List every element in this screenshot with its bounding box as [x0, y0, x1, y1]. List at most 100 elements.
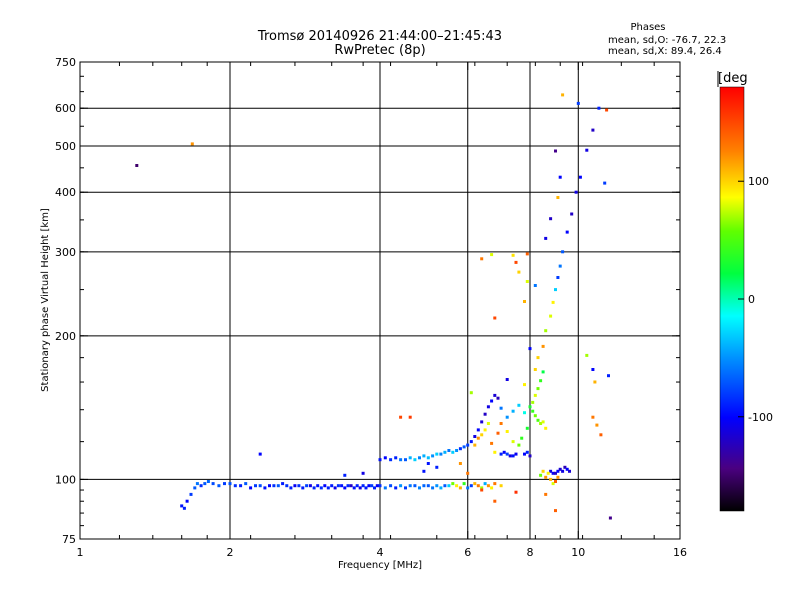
data-point — [426, 484, 430, 488]
data-point — [595, 423, 599, 427]
data-point — [458, 486, 462, 490]
colorbar-ticks: 100 0 -100 — [738, 175, 773, 424]
data-point — [505, 378, 509, 381]
data-point — [476, 428, 480, 432]
x-tick-label: 16 — [673, 546, 687, 559]
data-point — [476, 484, 480, 488]
y-tick-label: 200 — [55, 330, 76, 343]
data-point — [480, 486, 484, 490]
data-point — [556, 196, 560, 199]
data-point — [531, 409, 535, 413]
data-point — [422, 469, 426, 473]
data-point — [551, 300, 555, 304]
data-point — [549, 314, 553, 318]
data-point — [135, 164, 139, 167]
data-point — [378, 484, 382, 488]
data-point — [493, 482, 497, 486]
data-point — [455, 449, 459, 452]
data-point — [551, 482, 555, 486]
data-point — [511, 253, 515, 257]
data-point — [486, 422, 490, 425]
data-point — [336, 484, 340, 488]
stats-heading: Phases — [630, 22, 665, 33]
data-point — [525, 252, 529, 256]
data-point — [203, 482, 207, 486]
data-point — [576, 101, 580, 105]
data-point — [486, 405, 490, 409]
data-point — [499, 484, 503, 488]
data-point — [549, 477, 553, 481]
data-point — [195, 482, 199, 486]
data-point — [565, 467, 569, 471]
data-point — [556, 475, 560, 479]
data-point — [558, 264, 562, 268]
data-point — [185, 499, 189, 503]
data-point — [355, 484, 359, 488]
data-point — [480, 420, 484, 424]
data-point — [469, 440, 473, 444]
data-point — [358, 486, 362, 490]
data-point — [536, 418, 540, 422]
x-tick-label: 4 — [377, 546, 384, 559]
data-point — [585, 148, 589, 152]
data-point — [558, 175, 562, 179]
data-point — [370, 484, 374, 488]
data-point — [544, 329, 548, 333]
y-tick-label: 500 — [55, 140, 76, 153]
data-point — [585, 353, 589, 357]
data-point — [505, 430, 509, 433]
data-point — [297, 484, 301, 488]
x-tick-label: 8 — [527, 546, 534, 559]
data-point — [217, 484, 221, 488]
data-point — [536, 387, 540, 391]
y-tick-label: 750 — [55, 56, 76, 69]
data-point — [499, 422, 503, 425]
data-point — [608, 516, 612, 520]
colorbar-tick-label: 100 — [748, 175, 769, 188]
data-point — [480, 257, 484, 261]
data-point — [473, 443, 477, 447]
data-point — [182, 506, 186, 510]
colorbar-label: [deg — [718, 71, 748, 86]
data-point — [426, 462, 430, 465]
data-point — [206, 480, 210, 483]
data-point — [554, 149, 557, 153]
data-point — [422, 484, 426, 488]
data-point — [439, 452, 443, 456]
data-point — [539, 422, 543, 425]
data-point — [249, 486, 253, 490]
data-point — [480, 488, 484, 492]
data-point — [561, 93, 565, 97]
colorbar-tick-label: 0 — [748, 293, 755, 306]
data-point — [490, 441, 494, 445]
data-point — [597, 106, 601, 110]
data-point — [490, 399, 494, 403]
data-point — [276, 484, 280, 488]
data-point — [554, 288, 557, 292]
data-point — [361, 471, 365, 475]
data-point — [517, 443, 521, 447]
data-point — [189, 492, 193, 496]
data-point — [578, 175, 582, 179]
data-point — [443, 484, 447, 488]
data-point — [413, 458, 417, 462]
data-point — [533, 368, 537, 371]
data-point — [533, 284, 537, 287]
data-point — [514, 452, 518, 456]
y-tick-label: 600 — [55, 102, 76, 115]
data-point — [568, 469, 571, 473]
data-point — [505, 452, 509, 456]
data-point — [496, 396, 500, 400]
data-point — [554, 471, 557, 475]
stats-o-line: mean, sd,O: -76.7, 22.3 — [608, 35, 726, 46]
data-point — [316, 484, 320, 488]
chart-title: Tromsø 20140926 21:44:00–21:45:43 — [257, 29, 502, 44]
data-point — [323, 484, 327, 488]
data-point — [244, 482, 248, 486]
data-point — [373, 486, 376, 490]
data-point — [591, 415, 595, 419]
data-point — [383, 456, 387, 460]
data-point — [281, 482, 285, 486]
data-point — [523, 411, 526, 415]
data-point — [352, 486, 356, 490]
